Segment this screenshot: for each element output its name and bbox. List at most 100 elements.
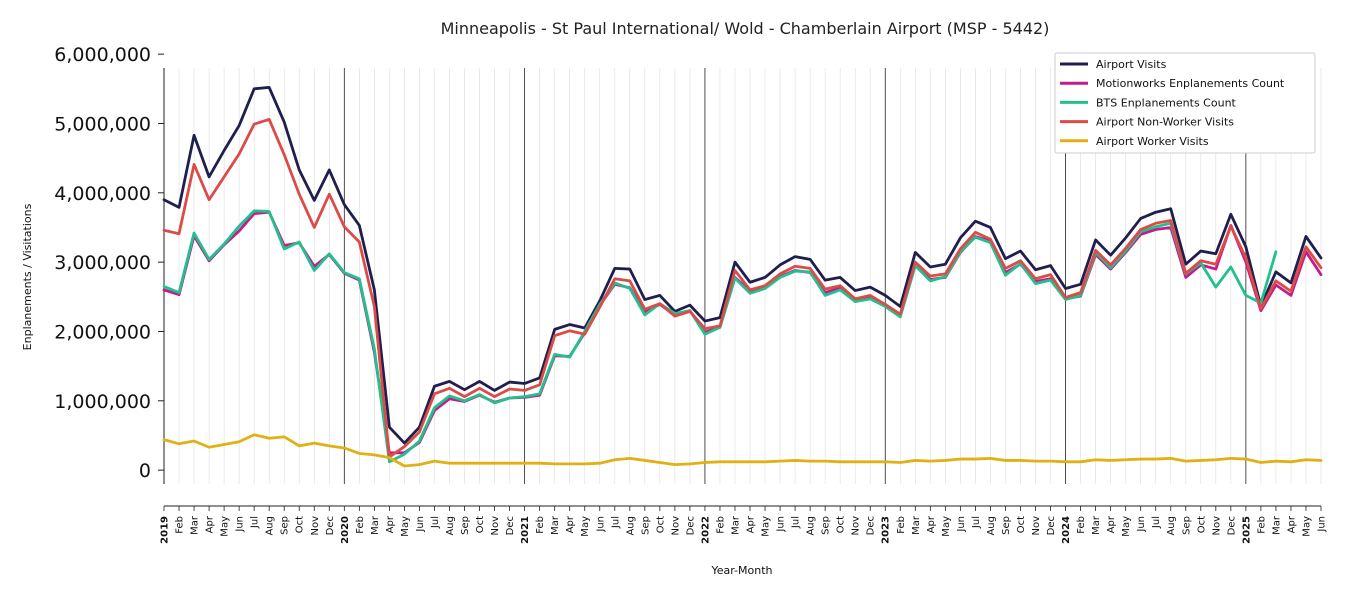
- x-tick-label: Mar: [550, 515, 561, 535]
- y-tick-label: 6,000,000: [54, 44, 151, 66]
- x-tick-label: May: [761, 516, 772, 537]
- x-tick-label: Oct: [475, 516, 486, 533]
- x-tick-label: Feb: [535, 516, 546, 534]
- x-tick-label: Mar: [730, 515, 741, 535]
- x-tick-label: Mar: [911, 515, 922, 535]
- x-tick-label: Feb: [1256, 516, 1267, 534]
- x-tick-label: Dec: [505, 516, 516, 535]
- x-tick-label: Sep: [280, 516, 291, 535]
- x-tick-label: Apr: [565, 515, 576, 533]
- legend-box: [1054, 52, 1316, 154]
- y-axis-label: Enplanements / Visitations: [21, 203, 34, 350]
- x-tick-label: Jul: [791, 516, 802, 529]
- y-tick-label: 1,000,000: [54, 391, 151, 413]
- x-tick-label: Sep: [821, 516, 832, 535]
- x-tick-label: Oct: [1196, 516, 1207, 533]
- series-line-motionworks-enplanements-count: [162, 210, 1323, 455]
- x-tick-label: Sep: [1001, 516, 1012, 535]
- x-tick-label: Feb: [715, 516, 726, 534]
- x-tick-label: Apr: [926, 515, 937, 533]
- x-tick-label: Feb: [1076, 516, 1087, 534]
- x-tick-label: May: [580, 516, 591, 537]
- x-tick-label: Sep: [640, 516, 651, 535]
- x-tick-label: Jul: [610, 516, 621, 529]
- x-tick-label: Apr: [385, 515, 396, 533]
- x-tick-label: Sep: [1181, 516, 1192, 535]
- x-tick-label: Jun: [776, 516, 787, 533]
- x-tick-label-year: 2020: [340, 516, 351, 544]
- x-tick-label: Dec: [866, 516, 877, 535]
- x-tick-label: Mar: [1091, 515, 1102, 535]
- legend-label: Airport Worker Visits: [1096, 135, 1209, 148]
- x-tick-label: Dec: [685, 516, 696, 535]
- x-tick-label: Feb: [896, 516, 907, 534]
- x-tick-label: Aug: [445, 516, 456, 536]
- x-tick-label: Jun: [1136, 516, 1147, 533]
- x-tick-label: Feb: [175, 516, 186, 534]
- x-tick-label: Jul: [971, 516, 982, 529]
- x-tick-label: May: [941, 516, 952, 537]
- y-tick-label: 0: [139, 460, 151, 482]
- x-tick-label: Jul: [430, 516, 441, 529]
- x-tick-label: Jun: [235, 516, 246, 533]
- x-axis: 2019 Feb Mar Apr May Jun Jul Aug Sep Oct Nov Dec 202…: [160, 505, 1328, 544]
- x-tick-label: Jun: [1317, 516, 1328, 533]
- series-line-airport-visits: [162, 86, 1323, 445]
- x-tick-label: Oct: [1016, 516, 1027, 533]
- x-tick-label: Nov: [490, 516, 501, 536]
- x-tick-label: Aug: [265, 516, 276, 536]
- x-tick-label: Nov: [310, 516, 321, 536]
- series-line-airport-worker-visits: [162, 433, 1323, 468]
- x-tick-label: Apr: [746, 515, 757, 533]
- x-tick-label-year: 2024: [1061, 516, 1072, 544]
- legend-label: Motionworks Enplanements Count: [1096, 77, 1285, 90]
- y-axis: 0 1,000,000 2,000,000 3,000,000 4,000,000 5,0…: [54, 44, 165, 484]
- x-tick-label: Feb: [355, 516, 366, 534]
- x-tick-label: Mar: [1271, 515, 1282, 535]
- x-tick-label-year: 2022: [700, 516, 711, 544]
- x-tick-label: Jun: [415, 516, 426, 533]
- x-tick-label: Nov: [1031, 516, 1042, 536]
- x-tick-label: Apr: [1286, 515, 1297, 533]
- x-tick-label: Jul: [1151, 516, 1162, 529]
- x-tick-label: Apr: [1106, 515, 1117, 533]
- x-tick-label: Dec: [325, 516, 336, 535]
- x-tick-label: Oct: [655, 516, 666, 533]
- x-tick-label: Dec: [1046, 516, 1057, 535]
- series-line-airport-non-worker-visits: [162, 117, 1323, 459]
- x-tick-label: Nov: [851, 516, 862, 536]
- x-tick-label: Oct: [836, 516, 847, 533]
- legend-label: Airport Non-Worker Visits: [1096, 116, 1234, 129]
- x-tick-label: Jul: [250, 516, 261, 529]
- x-tick-label-year: 2025: [1241, 516, 1252, 544]
- legend-label: Airport Visits: [1096, 58, 1167, 71]
- x-tick-label: Jun: [595, 516, 606, 533]
- x-tick-label-year: 2021: [520, 516, 531, 544]
- x-tick-label: Oct: [295, 516, 306, 533]
- x-tick-label: Aug: [625, 516, 636, 536]
- x-tick-label: Dec: [1226, 516, 1237, 535]
- y-tick-label: 2,000,000: [54, 321, 151, 343]
- chart-title: Minneapolis - St Paul International/ Wol…: [441, 19, 1050, 38]
- x-tick-label: Nov: [670, 516, 681, 536]
- x-tick-label: May: [400, 516, 411, 537]
- legend: Airport Visits Motionworks Enplanements C…: [1054, 52, 1316, 154]
- y-tick-label: 5,000,000: [54, 113, 151, 135]
- x-tick-label: Aug: [986, 516, 997, 536]
- x-tick-label: Jun: [956, 516, 967, 533]
- x-tick-label: Apr: [205, 515, 216, 533]
- x-tick-label: May: [220, 516, 231, 537]
- x-tick-label: Mar: [370, 515, 381, 535]
- x-tick-label-year: 2019: [160, 516, 171, 544]
- y-tick-label: 4,000,000: [54, 183, 151, 205]
- y-tick-label: 3,000,000: [54, 252, 151, 274]
- x-tick-label: May: [1301, 516, 1312, 537]
- x-axis-label: Year-Month: [710, 564, 772, 577]
- x-tick-label-year: 2023: [881, 516, 892, 544]
- x-tick-label: Mar: [190, 515, 201, 535]
- x-tick-label: Aug: [1166, 516, 1177, 536]
- x-tick-label: Sep: [460, 516, 471, 535]
- x-tick-label: May: [1121, 516, 1132, 537]
- x-tick-label: Aug: [806, 516, 817, 536]
